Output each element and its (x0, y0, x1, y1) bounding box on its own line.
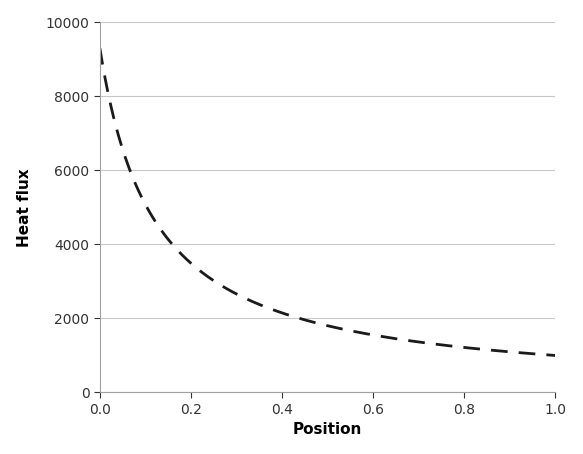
Y-axis label: Heat flux: Heat flux (17, 168, 31, 247)
X-axis label: Position: Position (293, 422, 362, 437)
